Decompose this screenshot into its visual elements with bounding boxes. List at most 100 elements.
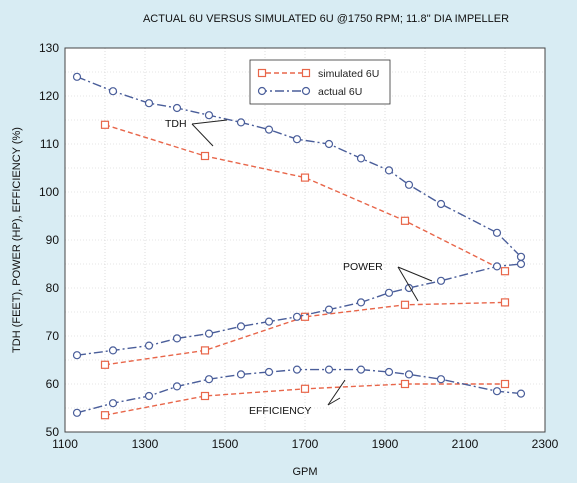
data-point <box>204 375 214 384</box>
y-tick-label: 110 <box>40 137 59 151</box>
data-point <box>500 298 510 307</box>
data-point <box>72 408 82 417</box>
y-tick-label: 60 <box>46 377 60 391</box>
data-point <box>264 317 274 326</box>
data-point <box>144 99 154 108</box>
data-point <box>500 267 510 276</box>
x-tick-label: 1300 <box>132 437 159 451</box>
data-point <box>516 259 526 269</box>
data-point <box>356 365 366 374</box>
data-point <box>292 135 302 144</box>
data-point <box>404 370 414 379</box>
power-arrow-1 <box>397 266 433 282</box>
annotation-tdh: TDH <box>165 118 187 130</box>
data-point <box>400 300 410 309</box>
x-axis-label: GPM <box>292 466 317 478</box>
data-point <box>100 411 110 420</box>
y-tick-label: 100 <box>39 185 59 199</box>
x-tick-label: 2300 <box>532 437 559 451</box>
data-point <box>356 154 366 163</box>
x-tick-label: 1900 <box>372 437 399 451</box>
y-tick-label: 70 <box>46 329 60 343</box>
data-point <box>236 370 246 379</box>
data-point <box>384 166 394 175</box>
data-point <box>384 288 394 297</box>
legend-marker <box>301 68 311 78</box>
annotation-efficiency: EFFICIENCY <box>249 405 311 417</box>
data-point <box>300 384 310 393</box>
y-tick-label: 120 <box>39 89 59 103</box>
data-point <box>108 87 118 96</box>
data-point <box>356 298 366 307</box>
series-power-simulated <box>100 298 510 369</box>
data-point <box>516 252 526 261</box>
efficiency-arrow-2 <box>327 397 341 406</box>
tdh-arrow-1 <box>191 119 228 125</box>
data-point <box>384 367 394 377</box>
series-line <box>104 301 506 366</box>
curve-annotations: TDH POWER EFFICIENCY <box>165 118 433 417</box>
x-tick-label: 1100 <box>52 437 78 451</box>
data-point <box>516 389 526 398</box>
y-tick-label: 90 <box>46 233 60 247</box>
data-point <box>436 199 446 209</box>
data-point <box>236 118 246 127</box>
tdh-arrow-2 <box>191 123 214 147</box>
data-point <box>324 139 334 149</box>
y-axis-label: TDH (FEET), POWER (HP), EFFICIENCY (%) <box>11 127 23 353</box>
data-point <box>492 228 502 237</box>
y-tick-label: 50 <box>46 425 60 439</box>
legend: simulated 6U actual 6U <box>249 59 391 105</box>
data-point <box>200 346 210 355</box>
y-tick-label: 80 <box>46 281 60 295</box>
data-point <box>292 365 302 374</box>
legend-label: simulated 6U <box>318 68 379 80</box>
series-tdh-simulated <box>100 120 510 276</box>
annotation-power: POWER <box>343 261 383 273</box>
tick-labels: 1100 1300 1500 1700 1900 2100 2300 50 60 70 80 90 10… <box>39 41 559 451</box>
x-tick-label: 2100 <box>452 437 479 451</box>
data-point <box>492 387 502 396</box>
y-tick-label: 130 <box>39 41 59 55</box>
data-point <box>204 111 214 120</box>
data-point <box>100 120 110 129</box>
x-tick-label: 1700 <box>292 437 319 451</box>
data-point <box>404 180 414 189</box>
legend-marker <box>301 86 311 96</box>
data-point <box>200 391 210 401</box>
series-tdh-actual <box>72 72 526 261</box>
data-point <box>492 262 502 271</box>
power-arrow-2 <box>397 266 419 302</box>
data-point <box>436 375 446 384</box>
data-point <box>204 329 214 338</box>
data-point <box>172 103 182 113</box>
data-point <box>404 283 414 293</box>
data-point <box>292 312 302 321</box>
data-point <box>100 360 110 369</box>
series-efficiency-simulated <box>100 379 510 420</box>
legend-entry: simulated 6U <box>257 68 379 80</box>
data-point <box>324 365 334 374</box>
data-point <box>264 367 274 377</box>
data-point <box>400 379 410 389</box>
efficiency-arrow-1 <box>327 379 346 406</box>
legend-marker <box>257 86 267 96</box>
data-point <box>144 341 154 350</box>
series-layer <box>72 72 526 420</box>
data-point <box>144 391 154 401</box>
series-line <box>104 124 506 272</box>
data-point <box>324 305 334 314</box>
data-point <box>300 173 310 182</box>
data-point <box>300 312 310 321</box>
data-point <box>436 276 446 285</box>
chart-title: ACTUAL 6U VERSUS SIMULATED 6U @1750 RPM;… <box>143 13 509 25</box>
data-point <box>400 216 410 225</box>
data-point <box>200 151 210 161</box>
legend-label: actual 6U <box>318 86 362 98</box>
data-point <box>500 379 510 389</box>
data-point <box>72 72 82 81</box>
series-efficiency-actual <box>72 365 526 417</box>
legend-entry: actual 6U <box>257 86 362 98</box>
legend-marker <box>257 68 267 78</box>
